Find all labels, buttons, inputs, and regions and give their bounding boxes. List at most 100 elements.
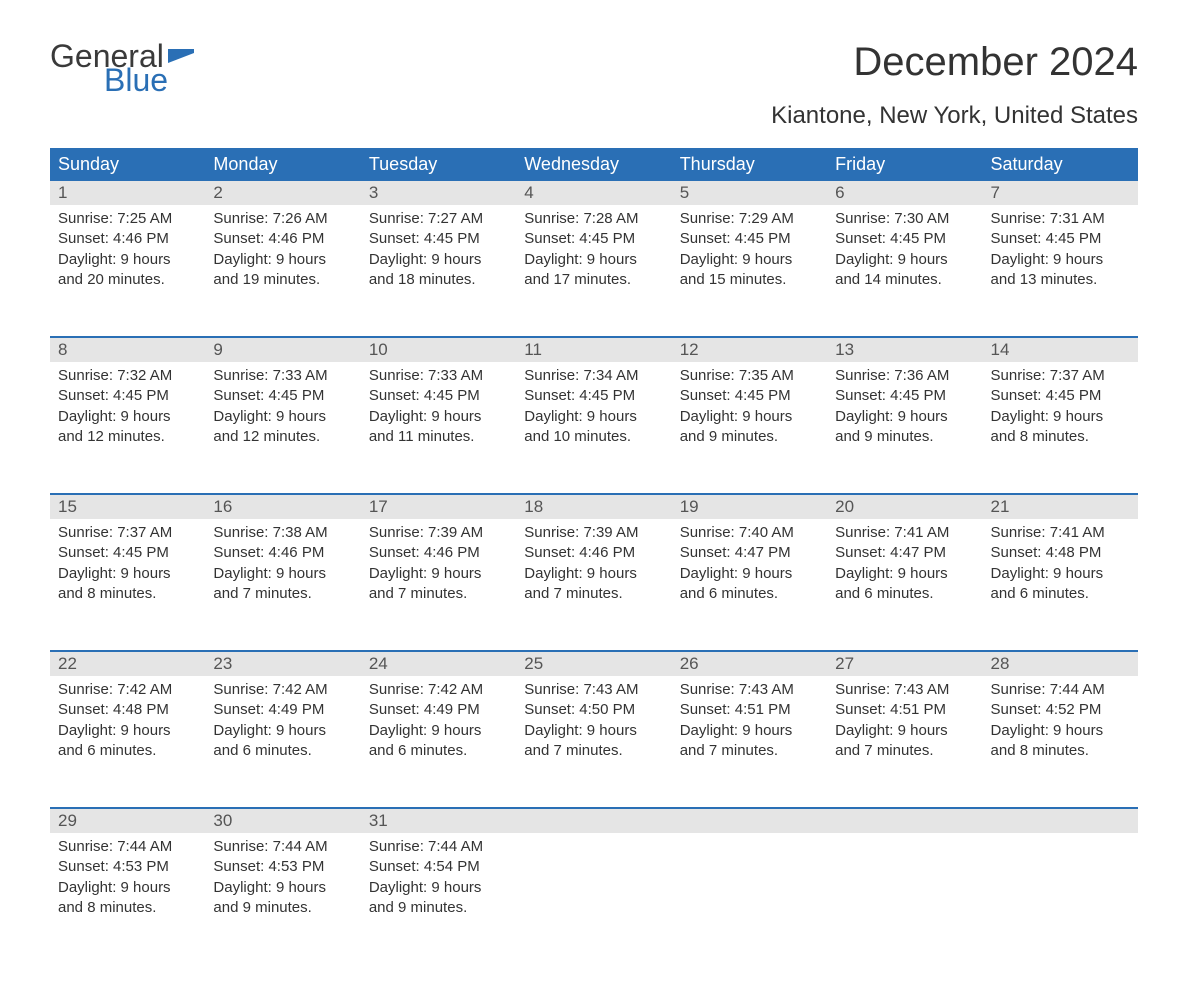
day-number [983, 808, 1138, 833]
sunset-text: Sunset: 4:45 PM [58, 543, 197, 563]
sunset-text: Sunset: 4:45 PM [524, 229, 663, 249]
sunrise-text: Sunrise: 7:43 AM [524, 680, 663, 700]
day-number: 28 [983, 651, 1138, 676]
sunrise-text: Sunrise: 7:44 AM [213, 837, 352, 857]
daylight-text: Daylight: 9 hours and 20 minutes. [58, 250, 197, 291]
day-number: 27 [827, 651, 982, 676]
day-number [672, 808, 827, 833]
sunrise-text: Sunrise: 7:43 AM [680, 680, 819, 700]
daylight-text: Daylight: 9 hours and 7 minutes. [680, 721, 819, 762]
day-content-row: Sunrise: 7:25 AMSunset: 4:46 PMDaylight:… [50, 205, 1138, 337]
sunset-text: Sunset: 4:54 PM [369, 857, 508, 877]
day-cell: Sunrise: 7:42 AMSunset: 4:48 PMDaylight:… [50, 676, 205, 808]
daylight-text: Daylight: 9 hours and 18 minutes. [369, 250, 508, 291]
day-number: 18 [516, 494, 671, 519]
daylight-text: Daylight: 9 hours and 8 minutes. [58, 878, 197, 919]
day-cell [516, 833, 671, 965]
day-number: 31 [361, 808, 516, 833]
sunset-text: Sunset: 4:45 PM [835, 386, 974, 406]
daylight-text: Daylight: 9 hours and 9 minutes. [213, 878, 352, 919]
sunrise-text: Sunrise: 7:30 AM [835, 209, 974, 229]
day-cell: Sunrise: 7:26 AMSunset: 4:46 PMDaylight:… [205, 205, 360, 337]
col-monday: Monday [205, 148, 360, 181]
day-cell: Sunrise: 7:44 AMSunset: 4:53 PMDaylight:… [50, 833, 205, 965]
day-cell: Sunrise: 7:42 AMSunset: 4:49 PMDaylight:… [361, 676, 516, 808]
sunset-text: Sunset: 4:45 PM [524, 386, 663, 406]
daylight-text: Daylight: 9 hours and 8 minutes. [991, 407, 1130, 448]
day-cell: Sunrise: 7:44 AMSunset: 4:52 PMDaylight:… [983, 676, 1138, 808]
day-number [827, 808, 982, 833]
sunrise-text: Sunrise: 7:34 AM [524, 366, 663, 386]
daylight-text: Daylight: 9 hours and 7 minutes. [524, 564, 663, 605]
location-text: Kiantone, New York, United States [50, 102, 1138, 130]
day-number: 29 [50, 808, 205, 833]
brand-word2: Blue [104, 64, 194, 96]
daylight-text: Daylight: 9 hours and 14 minutes. [835, 250, 974, 291]
day-number: 26 [672, 651, 827, 676]
day-number: 6 [827, 181, 982, 205]
sunset-text: Sunset: 4:46 PM [58, 229, 197, 249]
sunset-text: Sunset: 4:49 PM [369, 700, 508, 720]
day-number: 1 [50, 181, 205, 205]
day-cell: Sunrise: 7:37 AMSunset: 4:45 PMDaylight:… [983, 362, 1138, 494]
sunrise-text: Sunrise: 7:39 AM [369, 523, 508, 543]
daylight-text: Daylight: 9 hours and 6 minutes. [835, 564, 974, 605]
sunset-text: Sunset: 4:46 PM [369, 543, 508, 563]
daylight-text: Daylight: 9 hours and 13 minutes. [991, 250, 1130, 291]
daylight-text: Daylight: 9 hours and 8 minutes. [58, 564, 197, 605]
sunset-text: Sunset: 4:51 PM [680, 700, 819, 720]
sunset-text: Sunset: 4:50 PM [524, 700, 663, 720]
day-cell: Sunrise: 7:33 AMSunset: 4:45 PMDaylight:… [361, 362, 516, 494]
day-cell: Sunrise: 7:31 AMSunset: 4:45 PMDaylight:… [983, 205, 1138, 337]
daylight-text: Daylight: 9 hours and 7 minutes. [369, 564, 508, 605]
day-number-row: 293031 [50, 808, 1138, 833]
sunrise-text: Sunrise: 7:32 AM [58, 366, 197, 386]
daylight-text: Daylight: 9 hours and 15 minutes. [680, 250, 819, 291]
day-cell: Sunrise: 7:32 AMSunset: 4:45 PMDaylight:… [50, 362, 205, 494]
day-content-row: Sunrise: 7:42 AM Sunset: 4:48 PM Daylight:… [50, 676, 1138, 808]
day-cell: Sunrise: 7:33 AMSunset: 4:45 PMDaylight:… [205, 362, 360, 494]
sunrise-text: Sunrise: 7:42 AM [369, 680, 508, 700]
day-number: 4 [516, 181, 671, 205]
day-number: 8 [50, 337, 205, 362]
day-cell [827, 833, 982, 965]
day-number: 30 [205, 808, 360, 833]
day-cell: Sunrise: 7:41 AMSunset: 4:47 PMDaylight:… [827, 519, 982, 651]
col-wednesday: Wednesday [516, 148, 671, 181]
day-number: 19 [672, 494, 827, 519]
sunrise-text: Sunrise: 7:33 AM [213, 366, 352, 386]
sunrise-text: Sunrise: 7:41 AM [991, 523, 1130, 543]
day-cell [672, 833, 827, 965]
day-cell: Sunrise: 7:30 AMSunset: 4:45 PMDaylight:… [827, 205, 982, 337]
day-cell: Sunrise: 7:35 AMSunset: 4:45 PMDaylight:… [672, 362, 827, 494]
day-number-row: 15161718192021 [50, 494, 1138, 519]
day-cell: Sunrise: 7:34 AMSunset: 4:45 PMDaylight:… [516, 362, 671, 494]
sunset-text: Sunset: 4:53 PM [58, 857, 197, 877]
day-number: 20 [827, 494, 982, 519]
day-number: 25 [516, 651, 671, 676]
sunset-text: Sunset: 4:45 PM [680, 229, 819, 249]
sunrise-text: Sunrise: 7:25 AM [58, 209, 197, 229]
day-number: 9 [205, 337, 360, 362]
sunrise-text: Sunrise: 7:44 AM [991, 680, 1130, 700]
day-content-row: Sunrise: 7:32 AMSunset: 4:45 PMDaylight:… [50, 362, 1138, 494]
sunrise-text: Sunrise: 7:44 AM [369, 837, 508, 857]
daylight-text: Daylight: 9 hours and 7 minutes. [524, 721, 663, 762]
sunset-text: Sunset: 4:48 PM [991, 543, 1130, 563]
sunrise-text: Sunrise: 7:39 AM [524, 523, 663, 543]
sunset-text: Sunset: 4:49 PM [213, 700, 352, 720]
daylight-text: Daylight: 9 hours and 9 minutes. [835, 407, 974, 448]
sunset-text: Sunset: 4:48 PM [58, 700, 197, 720]
sunset-text: Sunset: 4:51 PM [835, 700, 974, 720]
col-sunday: Sunday [50, 148, 205, 181]
sunrise-text: Sunrise: 7:35 AM [680, 366, 819, 386]
calendar-table: Sunday Monday Tuesday Wednesday Thursday… [50, 148, 1138, 965]
day-cell: Sunrise: 7:37 AMSunset: 4:45 PMDaylight:… [50, 519, 205, 651]
sunrise-text: Sunrise: 7:37 AM [58, 523, 197, 543]
day-cell: Sunrise: 7:25 AMSunset: 4:46 PMDaylight:… [50, 205, 205, 337]
day-number: 11 [516, 337, 671, 362]
page-title: December 2024 [853, 40, 1138, 85]
day-number: 7 [983, 181, 1138, 205]
sunrise-text: Sunrise: 7:37 AM [991, 366, 1130, 386]
brand-logo: General Blue [50, 40, 194, 96]
